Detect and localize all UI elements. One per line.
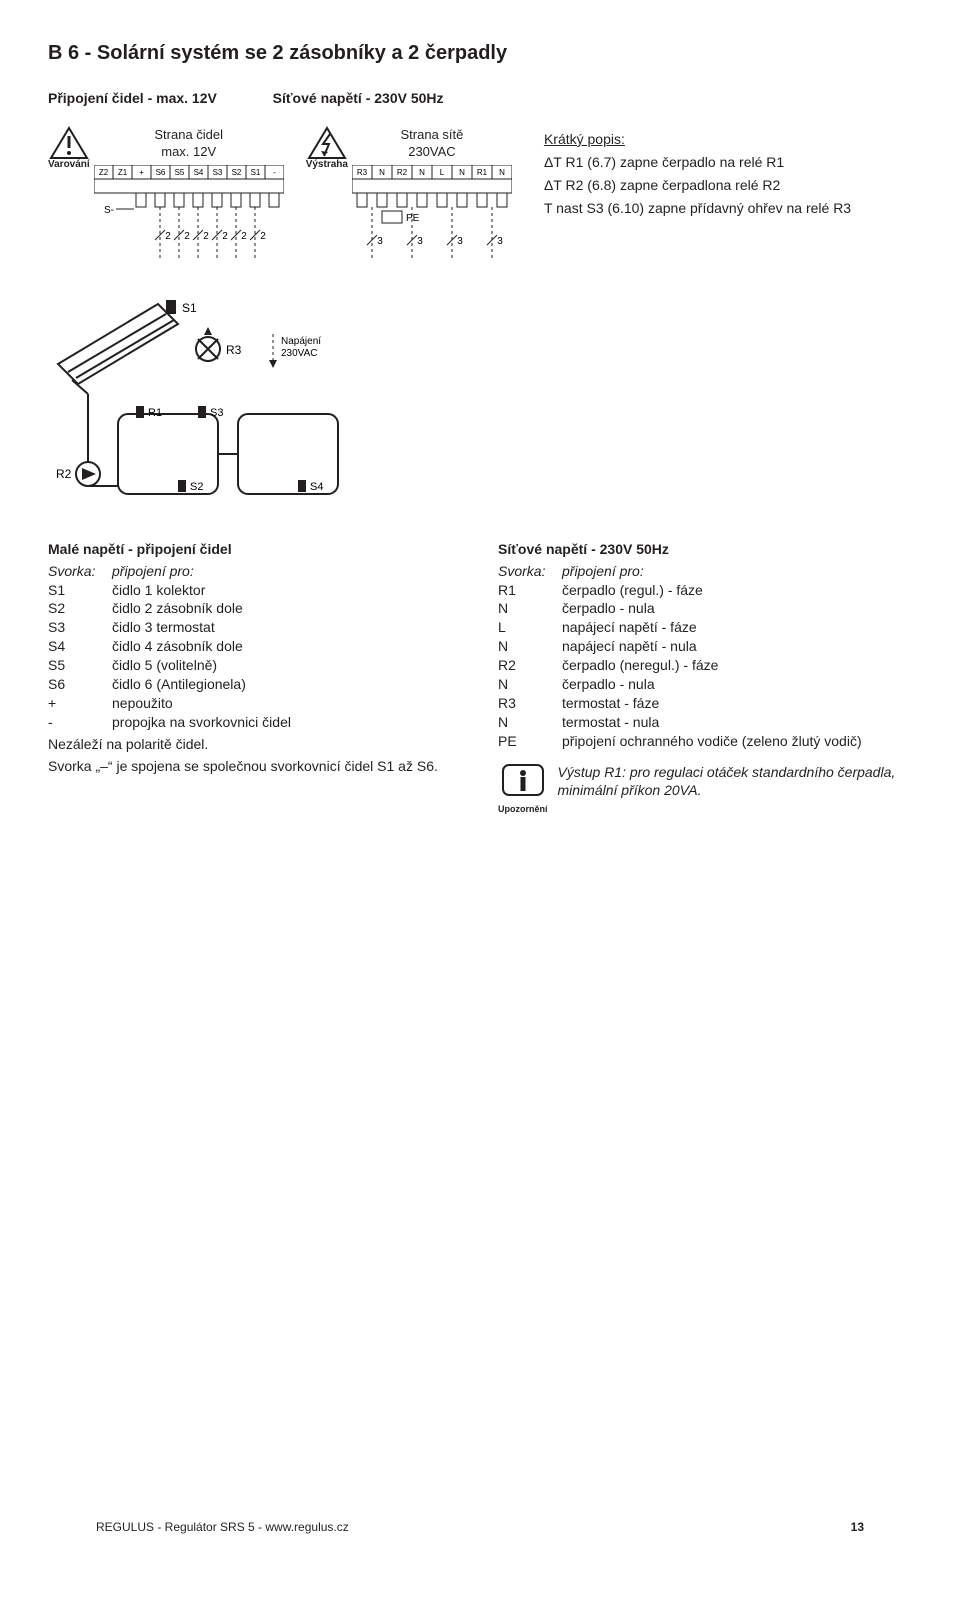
svg-text:S2: S2: [190, 481, 203, 493]
mains-terminal-svg: R3 N R2 N L N R1 N: [352, 165, 512, 275]
term-left-line1: Strana čidel: [154, 127, 223, 142]
table-row: Nčerpadlo - nula: [498, 599, 912, 618]
footer-page-number: 13: [851, 1519, 864, 1535]
svg-text:S1: S1: [250, 168, 260, 177]
svg-text:R1: R1: [477, 168, 488, 177]
sensor-terminal-svg: Z2 Z1 + S6 S5 S4 S3 S2 S1 -: [94, 165, 284, 275]
leftcol-svorka-value: připojení pro:: [112, 562, 462, 581]
popis-line-3: T nast S3 (6.10) zapne přídavný ohřev na…: [544, 199, 851, 218]
svg-text:2: 2: [184, 231, 190, 242]
pe-label: PE: [406, 213, 420, 224]
table-row: S6čidlo 6 (Antilegionela): [48, 675, 462, 694]
svg-text:3: 3: [377, 236, 383, 247]
svg-text:N: N: [499, 168, 505, 177]
footer-left: REGULUS - Regulátor SRS 5 - www.regulus.…: [96, 1519, 349, 1535]
leftcol-header: Malé napětí - připojení čidel: [48, 540, 462, 559]
svg-text:+: +: [139, 168, 144, 177]
svg-text:N: N: [419, 168, 425, 177]
s-minus-label: S-: [104, 205, 114, 216]
table-row: S2čidlo 2 zásobník dole: [48, 599, 462, 618]
table-row: R3termostat - fáze: [498, 694, 912, 713]
svg-text:S5: S5: [174, 168, 184, 177]
table-row: S5čidlo 5 (volitelně): [48, 656, 462, 675]
svg-text:2: 2: [222, 231, 228, 242]
table-row: Lnapájecí napětí - fáze: [498, 618, 912, 637]
subheading: Připojení čidel - max. 12V Síťové napětí…: [48, 89, 912, 108]
svg-text:Z1: Z1: [118, 168, 128, 177]
table-row: +nepoužito: [48, 694, 462, 713]
hv-warning-icon: [307, 126, 347, 160]
rightcol-svorka-value: připojení pro:: [562, 562, 912, 581]
svg-text:S6: S6: [155, 168, 165, 177]
svg-text:Z2: Z2: [99, 168, 109, 177]
attention-icon: [501, 763, 545, 803]
sensor-terminal-block: Varování Strana čidel max. 12V: [48, 126, 284, 280]
warning-icon: [49, 126, 89, 160]
term-right-line2: 230VAC: [408, 144, 455, 159]
table-row: R2čerpadlo (neregul.) - fáze: [498, 656, 912, 675]
term-right-line1: Strana sítě: [401, 127, 464, 142]
leftcol-note-2: Svorka „–“ je spojena se společnou svork…: [48, 757, 462, 776]
svg-text:-: -: [273, 168, 276, 177]
attention-caption: Upozornění: [498, 803, 548, 815]
popis-header: Krátký popis:: [544, 131, 625, 147]
svg-text:S4: S4: [310, 481, 323, 493]
svg-text:3: 3: [497, 236, 503, 247]
popis-line-1: ΔT R1 (6.7) zapne čerpadlo na relé R1: [544, 153, 851, 172]
svg-text:R2: R2: [56, 467, 72, 481]
table-row: S4čidlo 4 zásobník dole: [48, 637, 462, 656]
svg-text:R1: R1: [148, 407, 162, 419]
svg-text:S3: S3: [212, 168, 222, 177]
svg-text:Napájení: Napájení: [281, 336, 321, 347]
table-row: S3čidlo 3 termostat: [48, 618, 462, 637]
svg-text:S4: S4: [193, 168, 203, 177]
table-row: Nnapájecí napětí - nula: [498, 637, 912, 656]
rightcol-header: Síťové napětí - 230V 50Hz: [498, 540, 912, 559]
table-row: S1čidlo 1 kolektor: [48, 581, 462, 600]
table-row: Nčerpadlo - nula: [498, 675, 912, 694]
warning-caption-right: Výstraha: [306, 158, 348, 172]
system-schematic: S1 R3 Napájení 230VAC R1 S3 S2 S4: [48, 294, 912, 509]
terminal-diagram-row: Varování Strana čidel max. 12V: [48, 126, 912, 280]
svg-text:S2: S2: [231, 168, 241, 177]
table-row: PEpřipojení ochranného vodiče (zeleno žl…: [498, 732, 912, 751]
svg-text:R2: R2: [397, 168, 408, 177]
table-row: R1čerpadlo (regul.) - fáze: [498, 581, 912, 600]
svg-text:3: 3: [417, 236, 423, 247]
svg-text:R3: R3: [357, 168, 368, 177]
rightcol-svorka-label: Svorka:: [498, 562, 562, 581]
svg-text:R3: R3: [226, 343, 242, 357]
mains-voltage-column: Síťové napětí - 230V 50Hz Svorka:připoje…: [498, 537, 912, 815]
svg-text:230VAC: 230VAC: [281, 348, 318, 359]
term-left-line2: max. 12V: [161, 144, 216, 159]
table-row: Ntermostat - nula: [498, 713, 912, 732]
subhead-right: Síťové napětí - 230V 50Hz: [273, 90, 444, 106]
page-footer: REGULUS - Regulátor SRS 5 - www.regulus.…: [96, 1519, 864, 1535]
svg-text:L: L: [440, 168, 445, 177]
subhead-left: Připojení čidel - max. 12V: [48, 90, 217, 106]
svg-text:2: 2: [241, 231, 247, 242]
svg-text:2: 2: [260, 231, 266, 242]
page-title: B 6 - Solární systém se 2 zásobníky a 2 …: [48, 40, 912, 67]
low-voltage-column: Malé napětí - připojení čidel Svorka:při…: [48, 537, 462, 815]
svg-text:S1: S1: [182, 301, 197, 315]
terminal-tables: Malé napětí - připojení čidel Svorka:při…: [48, 537, 912, 815]
svg-text:N: N: [379, 168, 385, 177]
short-description: Krátký popis: ΔT R1 (6.7) zapne čerpadlo…: [544, 126, 851, 222]
attention-note: Upozornění Výstup R1: pro regulaci otáče…: [498, 763, 912, 815]
leftcol-note-1: Nezáleží na polaritě čidel.: [48, 735, 462, 754]
attention-text: Výstup R1: pro regulaci otáček standardn…: [558, 763, 913, 801]
mains-terminal-block: Výstraha Strana sítě 230VAC R3 N: [306, 126, 512, 280]
svg-text:3: 3: [457, 236, 463, 247]
svg-text:N: N: [459, 168, 465, 177]
svg-text:2: 2: [165, 231, 171, 242]
popis-line-2: ΔT R2 (6.8) zapne čerpadlona relé R2: [544, 176, 851, 195]
table-row: -propojka na svorkovnici čidel: [48, 713, 462, 732]
leftcol-svorka-label: Svorka:: [48, 562, 112, 581]
warning-caption-left: Varování: [48, 158, 90, 172]
svg-text:2: 2: [203, 231, 209, 242]
svg-text:S3: S3: [210, 407, 223, 419]
